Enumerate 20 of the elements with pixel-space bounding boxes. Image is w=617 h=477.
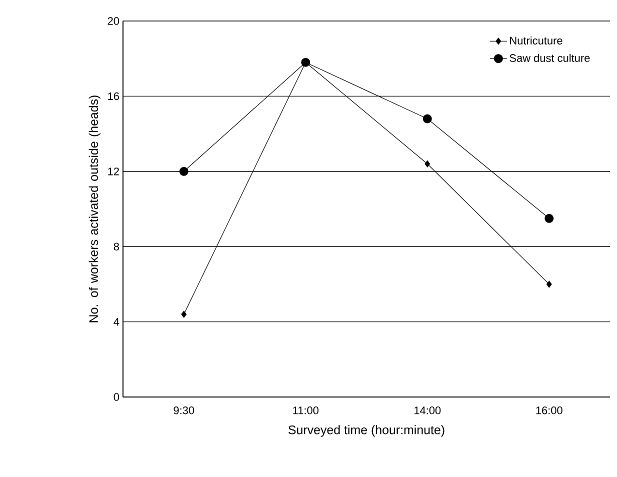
point	[181, 310, 187, 318]
x-tick-label: 14:00	[414, 406, 441, 414]
legend-label: Saw dust culture	[510, 54, 590, 62]
point	[422, 114, 432, 124]
point	[546, 280, 552, 288]
y-axis-title: No. of workers activated outside (heads)	[88, 96, 100, 322]
x-axis-title: Surveyed time (hour:minute)	[288, 425, 444, 437]
y-tick-label: 0	[114, 393, 120, 401]
y-tick-label: 20	[108, 17, 120, 25]
y-tick-label: 8	[114, 242, 119, 250]
y-tick-label: 4	[114, 318, 120, 326]
point	[179, 166, 188, 176]
point	[544, 214, 554, 223]
x-tick-label: 11:00	[293, 406, 318, 414]
x-tick-label: 9:30	[174, 406, 194, 414]
legend-label: Nutricuture	[510, 36, 562, 45]
x-tick-label: 16:00	[536, 406, 562, 414]
y-tick-label: 16	[108, 92, 119, 100]
point	[424, 160, 430, 168]
y-tick-label: 12	[108, 168, 119, 176]
